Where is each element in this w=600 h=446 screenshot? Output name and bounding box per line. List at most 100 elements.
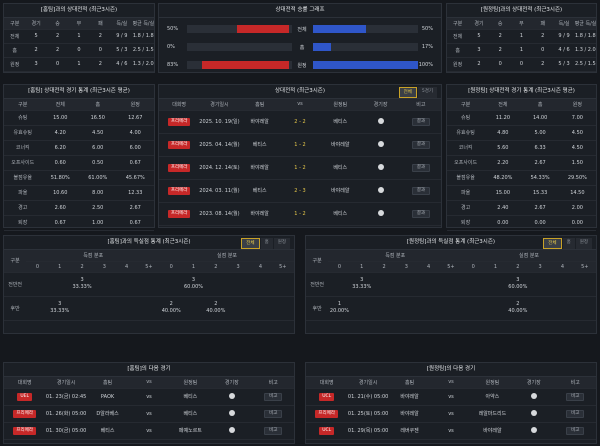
column-header: vs (430, 377, 472, 389)
tab-all[interactable]: 전체 (398, 87, 417, 98)
cell: 14.50 (558, 185, 596, 201)
panel-title: [홈팀]의 다음 경기 (4, 363, 294, 377)
row-label: 전체 (297, 27, 307, 33)
right-bar (313, 61, 418, 69)
column-header: 4 (417, 261, 440, 273)
cell (115, 272, 138, 297)
cell: 1 (510, 43, 533, 58)
result-button[interactable]: 결과 (411, 163, 430, 172)
column-header: 0 (160, 261, 183, 273)
tab-all[interactable]: 전체 (241, 238, 260, 249)
cell: 2 (46, 29, 69, 44)
note-button[interactable]: 비고 (264, 392, 283, 401)
row-label: 경고 (447, 200, 485, 216)
table-row: 오프사이드 0.60 0.50 0.67 (4, 155, 154, 171)
cell: 10.60 (41, 185, 79, 201)
cell: 15.33 (521, 185, 559, 201)
home-team: 베티스 (239, 133, 280, 157)
row-label: 오프사이드 (447, 155, 485, 171)
score: 2 - 2 (279, 110, 321, 134)
column-header: 5+ (439, 261, 463, 273)
away-team: 베티스 (320, 156, 361, 180)
cell (462, 272, 485, 297)
result-button[interactable]: 결과 (411, 186, 430, 195)
cell (70, 296, 94, 321)
tab-away[interactable]: 원정 (575, 238, 592, 249)
group-header: 실점 분포 (160, 250, 294, 262)
result-button[interactable]: 결과 (411, 209, 430, 218)
cell: 0.00 (558, 215, 596, 231)
cell: 2 (46, 43, 69, 58)
column-header: 0 (462, 261, 485, 273)
match-date: 01. 30(금) 05:00 (45, 422, 87, 440)
cell (26, 272, 49, 297)
match-date: 2024. 03. 11(월) (199, 179, 240, 203)
match-date: 01. 26(화) 05:00 (45, 405, 87, 423)
score-left-table: 구분 득점 분포 실점 분포 0 1 2 3 4 5+ 0 1 2 3 4 5+ 전반전 3 33.33% 3 6… (4, 250, 294, 321)
ball-icon (530, 427, 537, 434)
graph-row: 50% 전체 50% (167, 22, 433, 40)
cell: 6.00 (79, 140, 117, 156)
cell: 2 (489, 43, 511, 58)
table-row: 원정 2 0 0 2 5 / 3 2.5 / 1.5 (447, 57, 596, 72)
cell (528, 296, 552, 321)
column-header: 경기장 (360, 99, 401, 111)
h2h-right-table: 구분 경기 승 무 패 득/실 평균 득/실 전체 5 2 1 2 9 / 9 1.8 / 1.8 홈 3 2 1… (447, 18, 596, 72)
tab-away[interactable]: 원정 (273, 238, 290, 249)
table-row: 후반 1 20.00% 2 40.00% (306, 296, 596, 321)
cell: 0.67 (116, 155, 154, 171)
league-tag: 프리메라 (13, 409, 36, 418)
column-header: 평균 득/실 (574, 18, 596, 30)
cell: 5.00 (521, 125, 559, 141)
cell (328, 272, 351, 297)
cell (350, 296, 373, 321)
vs-label: vs (430, 422, 472, 440)
league-tag: UEL (17, 392, 33, 401)
table-row: 퇴장 0.00 0.00 0.00 (447, 215, 596, 231)
table-row: 슈팅 15.00 16.50 12.67 (4, 110, 154, 126)
cell (271, 296, 294, 321)
column-header: vs (279, 99, 321, 111)
cell: 4 / 6 (111, 57, 133, 72)
cell: 4.50 (558, 140, 596, 156)
column-header: 0 (328, 261, 351, 273)
table-row: UCL 01. 21(수) 05:00 바야레알 vs 아약스 비고 (306, 388, 596, 406)
cell: 2.5 / 1.5 (574, 57, 596, 72)
table-row: 전반전 3 33.33% 3 60.00% (306, 272, 596, 297)
result-button[interactable]: 결과 (411, 140, 430, 149)
cell (372, 296, 396, 321)
column-header: 홈 (521, 99, 559, 111)
column-header: 1 (484, 261, 507, 273)
result-button[interactable]: 결과 (411, 117, 430, 126)
note-button[interactable]: 비고 (264, 409, 283, 418)
next-left-table: 대회명 경기일시 홈팀 vs 원정팀 경기장 비고 UEL 01. 23(금) 02:45 PAO… (4, 377, 294, 440)
table-row: 프리메라 2024. 12. 14(토) 바야레알 1 - 2 베티스 결과 (159, 156, 441, 180)
tab-home[interactable]: 홈 (260, 238, 273, 249)
tab-all[interactable]: 전체 (543, 238, 562, 249)
row-label: 홈 (4, 43, 26, 58)
ball-icon (377, 118, 384, 125)
tab-5games[interactable]: 5경기 (417, 87, 437, 98)
score-left-panel: [홈팀]과의 득실점 통계 (최근3시즌) 전체 홈 원정 구분 득점 분포 실점 분포… (3, 235, 295, 334)
note-button[interactable]: 비고 (264, 426, 283, 435)
row-label: 홈 (299, 45, 305, 51)
match-date: 2025. 04. 14(월) (199, 133, 240, 157)
cell: 4.50 (558, 125, 596, 141)
panel-title: [원정팀]의 다음 경기 (306, 363, 596, 377)
cell: 1 20.00% (328, 296, 351, 321)
cell (395, 272, 418, 297)
row-label: 코너킥 (4, 140, 42, 156)
home-team: 베티스 (86, 422, 129, 440)
table-row: 코너킥 5.60 6.33 4.50 (447, 140, 596, 156)
note-button[interactable]: 비고 (566, 426, 585, 435)
note-button[interactable]: 비고 (566, 409, 585, 418)
tab-home[interactable]: 홈 (562, 238, 575, 249)
column-header: 경기장 (211, 377, 253, 389)
column-header: 구분 (4, 250, 27, 273)
column-header: 홈팀 (86, 377, 129, 389)
row-label: 전반전 (4, 272, 27, 297)
header-row: 대회명 경기일시 홈팀 vs 원정팀 경기장 비고 (306, 377, 596, 389)
note-button[interactable]: 비고 (566, 392, 585, 401)
left-bar (201, 61, 289, 69)
